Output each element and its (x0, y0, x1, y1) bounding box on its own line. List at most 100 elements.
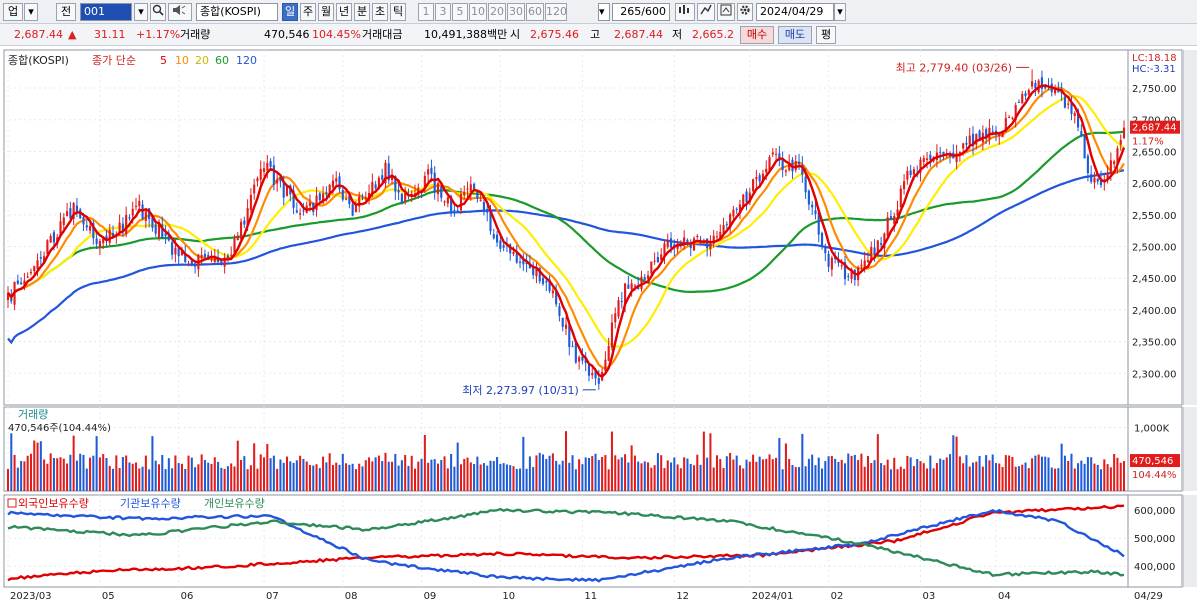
candle-body (660, 254, 663, 261)
candle-body (1096, 178, 1099, 182)
volume-bar (991, 454, 994, 491)
volume-bar (791, 464, 794, 491)
volume-bar (233, 466, 236, 491)
volume-bar (144, 455, 147, 491)
volume-bar (535, 455, 538, 491)
period-button-6[interactable]: 틱 (390, 3, 406, 21)
volume-bar (26, 455, 29, 491)
volume-bar (932, 468, 935, 491)
volume-bar (666, 460, 669, 491)
interval-button-1[interactable]: 1 (418, 3, 434, 21)
candle-body (1067, 103, 1070, 105)
market-dropdown[interactable]: ▾ (24, 3, 38, 21)
candle-body (594, 369, 597, 379)
market-type-button[interactable]: 업 (3, 3, 23, 21)
candle-body (269, 161, 272, 167)
volume-bar (748, 461, 751, 491)
eval-button[interactable]: 평 (816, 26, 836, 44)
candle-body (92, 223, 95, 239)
period-button-1[interactable]: 주 (300, 3, 316, 21)
search-icon[interactable] (150, 3, 166, 21)
volume-bar (725, 456, 728, 491)
volume-bar (899, 466, 902, 491)
volume-bar (955, 436, 958, 491)
sound-icon[interactable] (168, 3, 192, 21)
volume-bar (971, 462, 975, 491)
volume-bar (1083, 463, 1086, 491)
candle-body (187, 263, 190, 265)
volume-bar (981, 466, 984, 491)
candle-body (745, 191, 748, 203)
volume-bar (417, 461, 420, 491)
candle-body (450, 196, 453, 213)
code-dropdown[interactable]: ▾ (134, 3, 148, 21)
interval-button-20[interactable]: 20 (488, 3, 506, 21)
x-tick-label: 08 (345, 591, 358, 602)
volume-bar (765, 458, 768, 491)
volume-bar (673, 457, 676, 491)
export-icon[interactable] (717, 3, 735, 21)
all-button[interactable]: 전 (56, 3, 76, 21)
volume-bar (1103, 459, 1106, 491)
volume-bar (837, 461, 840, 491)
candle-body (262, 168, 266, 172)
candle-body (1083, 135, 1086, 159)
candle-body (725, 224, 728, 226)
interval-button-120[interactable]: 120 (545, 3, 567, 21)
interval-button-5[interactable]: 5 (452, 3, 468, 21)
candle-body (847, 275, 850, 277)
chart-settings-icon[interactable] (675, 3, 695, 21)
interval-button-3[interactable]: 3 (435, 3, 451, 21)
count-dropdown[interactable]: ▾ (598, 3, 610, 21)
period-button-5[interactable]: 초 (372, 3, 388, 21)
name-field[interactable]: 종합(KOSPI) (196, 3, 278, 21)
volume-bar (161, 454, 164, 491)
candle-body (722, 225, 725, 233)
candle-body (771, 152, 774, 155)
stock-chart[interactable]: 2,750.002,700.002,650.002,600.002,550.00… (0, 47, 1197, 611)
date-dropdown[interactable]: ▾ (834, 3, 846, 21)
volume-bar (624, 454, 627, 491)
period-button-0[interactable]: 일 (282, 3, 298, 21)
candle-body (1076, 110, 1080, 128)
volume-bar (866, 456, 869, 491)
volume-value: 470,546 (264, 28, 310, 41)
candle-body (522, 260, 525, 265)
sell-button[interactable]: 매도 (778, 26, 812, 44)
draw-icon[interactable] (697, 3, 715, 21)
period-button-4[interactable]: 분 (354, 3, 370, 21)
x-tick-label: 11 (584, 591, 597, 602)
interval-button-10[interactable]: 10 (469, 3, 487, 21)
interval-button-30[interactable]: 30 (507, 3, 525, 21)
holdings-scrollbar[interactable] (1183, 495, 1197, 587)
volume-bar (269, 458, 272, 491)
volume-bar (105, 458, 108, 491)
period-button-3[interactable]: 년 (336, 3, 352, 21)
candle-body (873, 247, 876, 256)
gear-icon[interactable] (737, 3, 753, 21)
code-input[interactable]: 001 (80, 3, 132, 21)
candle-body (377, 177, 380, 187)
candle-body (463, 192, 466, 196)
candle-body (778, 153, 781, 161)
volume-bar (505, 464, 508, 491)
buy-button[interactable]: 매수 (740, 26, 774, 44)
volume-bar (883, 465, 886, 491)
date-field[interactable]: 2024/04/29 (756, 3, 834, 21)
candle-body (394, 176, 397, 192)
volume-bar (177, 463, 180, 491)
period-button-2[interactable]: 월 (318, 3, 334, 21)
price-scrollbar[interactable] (1183, 50, 1197, 405)
candle-body (282, 181, 285, 198)
interval-button-60[interactable]: 60 (526, 3, 544, 21)
volume-bar (1100, 469, 1103, 491)
x-tick-label: 2024/01 (752, 591, 794, 602)
candle-body (36, 260, 39, 270)
count-field[interactable]: 265/600 (612, 3, 670, 21)
volume-scrollbar[interactable] (1183, 407, 1197, 491)
candle-body (167, 233, 170, 241)
candle-body (118, 222, 121, 234)
volume-bar (56, 458, 59, 491)
volume-bar (23, 461, 26, 491)
volume-bar (617, 459, 620, 491)
